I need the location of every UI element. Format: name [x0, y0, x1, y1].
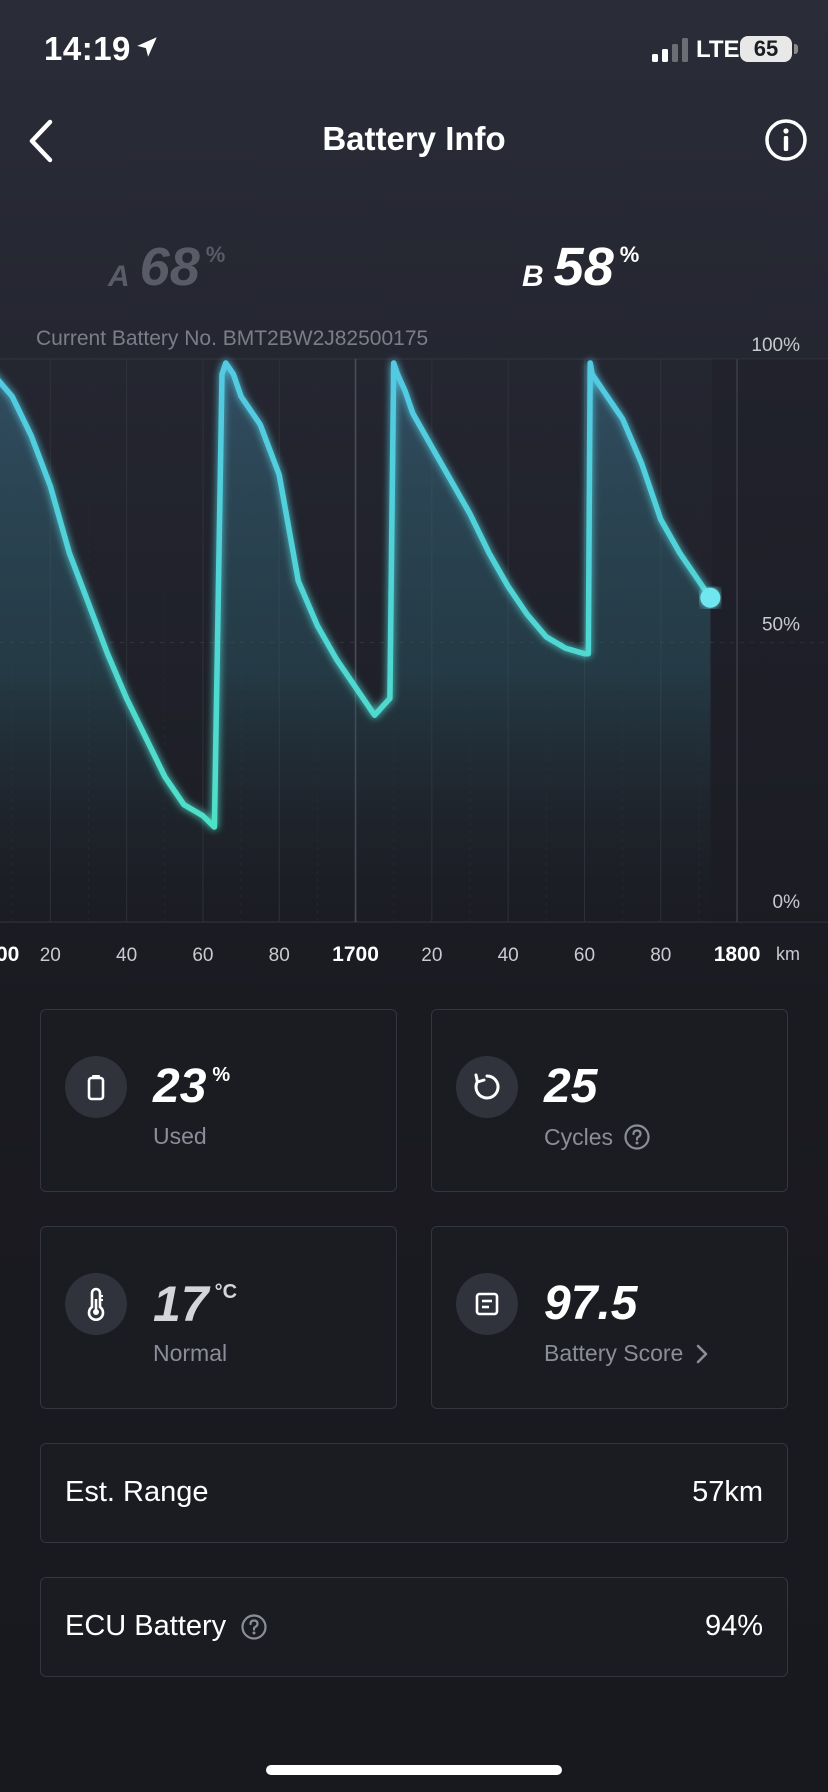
- battery-score-card[interactable]: 97.5 Battery Score: [431, 1226, 788, 1409]
- y-tick-label: 100%: [751, 335, 800, 356]
- battery-score-label: Battery Score: [544, 1340, 684, 1366]
- battery-tab-value: 68: [139, 237, 200, 297]
- battery-tab-unit: %: [619, 242, 640, 267]
- x-tick-label: 00: [0, 943, 19, 966]
- temperature-label: Normal: [153, 1340, 228, 1366]
- battery-tab-a[interactable]: A 68 %: [108, 236, 225, 298]
- battery-score-value: 97.5: [544, 1277, 638, 1330]
- x-tick-label: 20: [421, 945, 442, 966]
- used-label: Used: [153, 1123, 207, 1149]
- thermometer-icon-wrap: [65, 1273, 127, 1335]
- x-tick-label: 60: [192, 945, 213, 966]
- page-title: Battery Info: [322, 120, 506, 157]
- back-button[interactable]: [20, 114, 74, 168]
- x-tick-label: 1700: [332, 943, 379, 966]
- report-icon: [475, 1292, 499, 1316]
- cycles-label: Cycles: [544, 1123, 614, 1150]
- x-tick-label: 40: [116, 945, 137, 966]
- x-tick-label: 80: [650, 945, 671, 966]
- ecu-battery-label: ECU Battery: [65, 1610, 227, 1642]
- battery-tab-b[interactable]: B 58 %: [522, 236, 639, 298]
- temperature-card: 17 °C Normal: [40, 1226, 397, 1409]
- y-tick-label: 0%: [773, 892, 801, 913]
- nav-bar: Battery Info: [0, 100, 828, 182]
- chart-series-line: [0, 360, 714, 830]
- battery-tab-value: 58: [553, 237, 614, 297]
- refresh-icon: [474, 1073, 500, 1100]
- chart-future-region: [712, 359, 828, 922]
- x-tick-label: 20: [40, 945, 61, 966]
- est-range-row: Est. Range 57km: [40, 1443, 788, 1543]
- battery-tab-unit: %: [205, 242, 226, 267]
- info-icon: [765, 119, 807, 161]
- status-time: 14:19: [44, 30, 131, 67]
- current-position-marker: [700, 587, 721, 608]
- refresh-icon-wrap: [456, 1056, 518, 1118]
- est-range-label: Est. Range: [65, 1476, 209, 1508]
- location-arrow-icon: [137, 37, 157, 57]
- used-card: 23 % Used: [40, 1009, 397, 1192]
- est-range-value: 57km: [692, 1476, 763, 1508]
- info-button[interactable]: [762, 116, 810, 164]
- chevron-right-icon: [697, 1344, 708, 1363]
- battery-serial-number: Current Battery No. BMT2BW2J82500175: [36, 327, 429, 350]
- battery-level-chart[interactable]: 100% 50% 0% 00 20 40 60 80 1700 20 40 60 80 1800: [0, 320, 828, 980]
- temperature-unit: °C: [214, 1281, 238, 1303]
- battery-tab-letter: B: [522, 260, 544, 293]
- x-axis-unit: km: [776, 944, 800, 964]
- network-type: LTE: [696, 36, 740, 63]
- status-bar: 14:19 LTE 65: [0, 0, 828, 100]
- question-icon[interactable]: [240, 1613, 268, 1641]
- thermometer-icon: [87, 1287, 105, 1321]
- battery-icon-wrap: [65, 1056, 127, 1118]
- cycles-value: 25: [544, 1060, 598, 1113]
- x-tick-label: 1800: [714, 943, 761, 966]
- x-tick-label: 40: [498, 945, 519, 966]
- battery-tab-letter: A: [108, 260, 130, 293]
- chart-area-fill: [0, 363, 711, 922]
- temperature-value: 17: [153, 1276, 209, 1332]
- ecu-battery-row: ECU Battery 94%: [40, 1577, 788, 1677]
- battery-nub: [794, 44, 798, 54]
- battery-icon: [87, 1075, 105, 1101]
- question-icon[interactable]: [623, 1123, 651, 1151]
- x-tick-label: 80: [269, 945, 290, 966]
- cycles-card: 25 Cycles: [431, 1009, 788, 1192]
- chevron-left-icon: [29, 119, 53, 163]
- status-battery-level: 65: [740, 36, 792, 62]
- ecu-battery-value: 94%: [704, 1610, 763, 1642]
- used-unit: %: [212, 1064, 231, 1086]
- y-tick-label: 50%: [762, 615, 800, 636]
- chart-canvas: 100% 50% 0% 00 20 40 60 80 1700 20 40 60 80 1800: [0, 335, 828, 966]
- home-indicator[interactable]: [266, 1765, 562, 1775]
- signal-strength-icon: [652, 38, 688, 62]
- report-icon-wrap: [456, 1273, 518, 1335]
- used-value: 23: [153, 1060, 207, 1113]
- x-tick-label: 60: [574, 945, 595, 966]
